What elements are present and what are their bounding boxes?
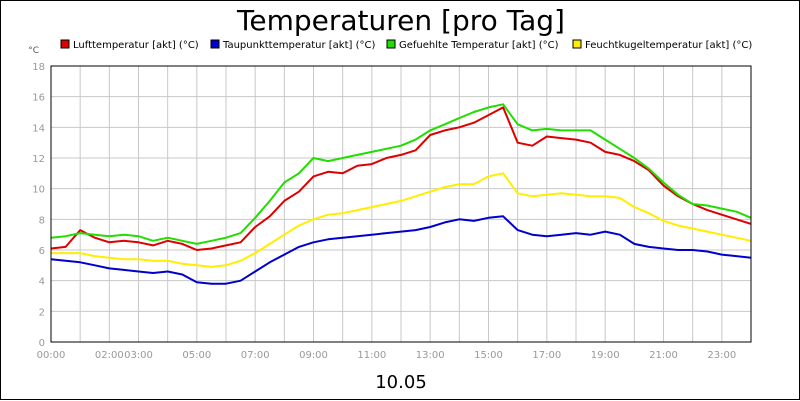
chart-title: Temperaturen [pro Tag] <box>236 4 565 37</box>
x-tick-label: 21:00 <box>649 350 678 361</box>
x-tick-label: 15:00 <box>474 350 503 361</box>
x-tick-label: 07:00 <box>241 350 270 361</box>
legend-label: Taupunkttemperatur [akt] (°C) <box>222 40 375 51</box>
series-line-3 <box>50 103 752 245</box>
x-tick-label: 13:00 <box>416 350 445 361</box>
y-tick-label: 10 <box>32 185 45 196</box>
legend-swatch <box>572 39 582 49</box>
legend-swatch <box>60 39 70 49</box>
y-tick-label: 0 <box>39 338 45 349</box>
y-tick-label: 6 <box>39 246 45 257</box>
x-tick-label: 23:00 <box>707 350 736 361</box>
y-tick-label: 16 <box>32 93 45 104</box>
series-line-4 <box>51 172 752 268</box>
x-tick-label: 00:00 <box>37 350 66 361</box>
legend: Lufttemperatur [akt] (°C) Taupunkttempera… <box>60 39 752 51</box>
y-tick-label: 14 <box>32 123 45 134</box>
y-tick-label: 12 <box>32 154 45 165</box>
y-tick-label: 2 <box>39 307 45 318</box>
series-line-1 <box>50 106 752 251</box>
x-tick-label: 02:00 <box>95 350 124 361</box>
legend-label: Lufttemperatur [akt] (°C) <box>73 40 199 51</box>
series-lines <box>50 103 752 285</box>
x-tick-label: 03:00 <box>124 350 153 361</box>
date-label: 10.05 <box>375 372 427 393</box>
x-tick-label: 09:00 <box>299 350 328 361</box>
x-tick-label: 19:00 <box>591 350 620 361</box>
y-tick-label: 8 <box>39 215 45 226</box>
legend-swatch <box>210 39 220 49</box>
legend-swatch <box>386 39 396 49</box>
legend-label: Gefuehlte Temperatur [akt] (°C) <box>399 40 559 51</box>
y-tick-label: 18 <box>32 62 45 73</box>
x-tick-label: 17:00 <box>532 350 561 361</box>
plot-border <box>50 65 752 343</box>
series-line-2 <box>50 215 752 285</box>
legend-label: Feuchtkugeltemperatur [akt] (°C) <box>585 40 752 51</box>
y-axis-ticks: 0 2 4 6 8 10 12 14 16 18 <box>32 62 45 349</box>
x-axis-ticks: 00:00 02:00 03:00 05:00 07:00 09:00 11:00 13:00… <box>37 350 737 361</box>
x-tick-label: 11:00 <box>357 350 386 361</box>
y-tick-label: 4 <box>39 277 45 288</box>
y-unit-label: °C <box>28 46 39 56</box>
x-tick-label: 05:00 <box>182 350 211 361</box>
